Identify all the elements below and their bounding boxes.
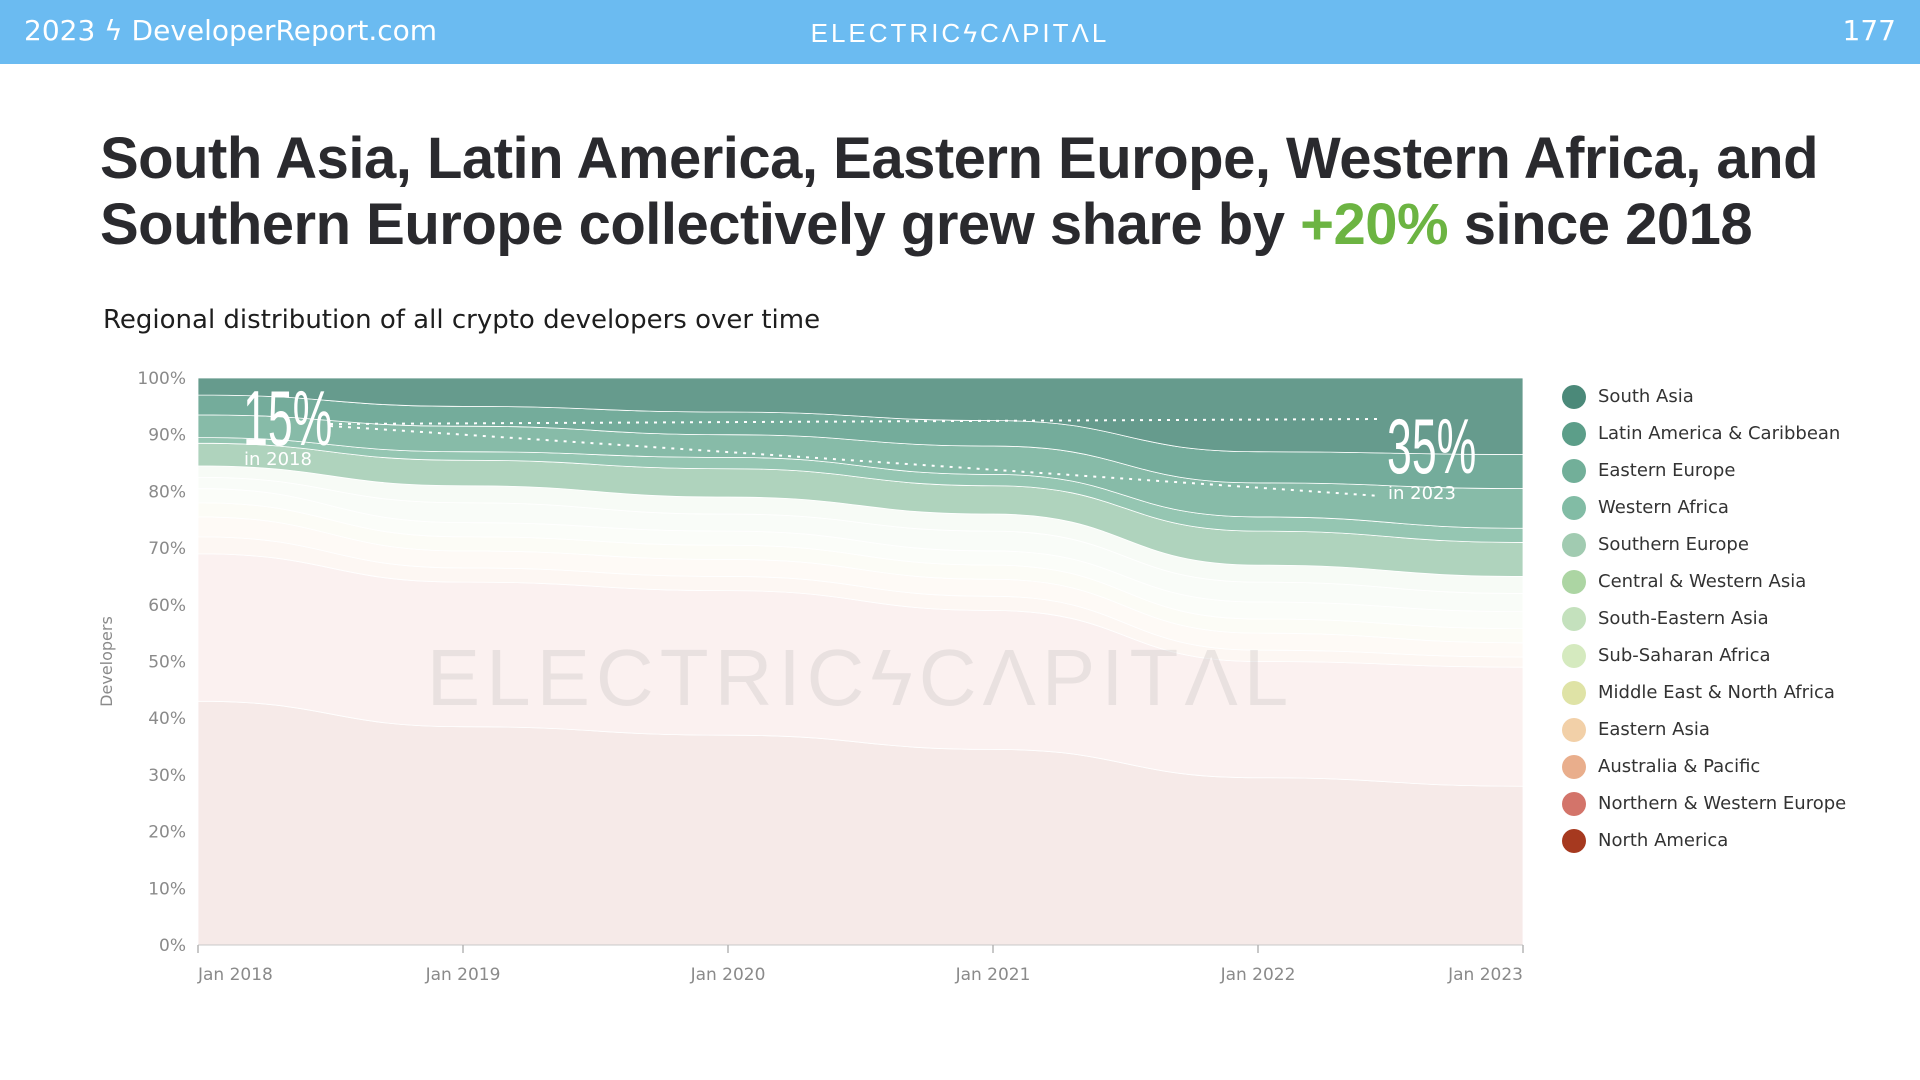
legend-item-eastern-asia: Eastern Asia: [1562, 711, 1846, 748]
legend-swatch: [1562, 643, 1586, 668]
watermark-logo: ELECTRICϟCΛPITΛL: [427, 633, 1295, 722]
annotation-2018-value: 15%: [243, 376, 332, 462]
headline-line-2-start: Southern Europe collectively grew share …: [100, 192, 1301, 257]
legend-item-northern-and-western-europe: Northern & Western Europe: [1562, 785, 1846, 822]
legend-item-western-africa: Western Africa: [1562, 489, 1846, 526]
y-axis-label: Developers: [97, 616, 116, 707]
area-south-asia: [197, 377, 1524, 455]
legend-label: Eastern Europe: [1598, 460, 1736, 481]
legend-label: Central & Western Asia: [1598, 571, 1807, 592]
report-site-label: 2023 ϟ DeveloperReport.com: [24, 14, 438, 47]
y-tick-label: 20%: [148, 823, 186, 843]
legend-label: Southern Europe: [1598, 534, 1749, 555]
y-tick-label: 80%: [148, 482, 186, 502]
legend-label: Western Africa: [1598, 497, 1729, 518]
y-tick-label: 30%: [148, 766, 186, 786]
top-banner: 2023 ϟ DeveloperReport.com ELECTRICϟCΛPI…: [0, 0, 1920, 64]
faded-region-overlay: [198, 465, 1523, 945]
x-tick-label: Jan 2021: [955, 965, 1031, 985]
y-tick-label: 0%: [159, 936, 186, 956]
brand-logo-text: ELECTRICϟCΛPITΛL: [810, 18, 1110, 48]
annotation-2023-value: 35%: [1387, 404, 1476, 490]
headline-line-2: Southern Europe collectively grew share …: [100, 192, 1820, 258]
legend-item-australia-and-pacific: Australia & Pacific: [1562, 748, 1846, 785]
legend-swatch: [1562, 532, 1586, 557]
legend-item-north-america: North America: [1562, 822, 1846, 859]
page-headline: South Asia, Latin America, Eastern Europ…: [100, 126, 1820, 258]
page-number: 177: [1842, 14, 1896, 47]
annotation-2018-label: in 2018: [244, 449, 312, 470]
legend-label: North America: [1598, 830, 1729, 851]
y-tick-label: 10%: [148, 879, 186, 899]
legend-swatch: [1562, 828, 1586, 853]
y-tick-label: 50%: [148, 653, 186, 673]
legend-label: Northern & Western Europe: [1598, 793, 1847, 814]
legend-item-central-and-western-asia: Central & Western Asia: [1562, 563, 1846, 600]
x-tick-label: Jan 2019: [425, 965, 501, 985]
legend-swatch: [1562, 717, 1586, 742]
legend-label: Sub-Saharan Africa: [1598, 645, 1771, 666]
legend-label: Australia & Pacific: [1598, 756, 1761, 777]
legend-item-middle-east-and-north-africa: Middle East & North Africa: [1562, 674, 1846, 711]
annotation-2023-label: in 2023: [1388, 483, 1456, 504]
headline-accent-value: +20%: [1300, 192, 1449, 257]
x-tick-label: Jan 2022: [1220, 965, 1296, 985]
x-tick-label: Jan 2018: [197, 965, 273, 985]
legend-item-sub-saharan-africa: Sub-Saharan Africa: [1562, 637, 1846, 674]
legend-label: South Asia: [1598, 386, 1694, 407]
legend-label: South-Eastern Asia: [1598, 608, 1769, 629]
y-tick-label: 70%: [148, 539, 186, 559]
legend-label: Latin America & Caribbean: [1598, 423, 1841, 444]
chart-subtitle: Regional distribution of all crypto deve…: [103, 305, 821, 335]
legend-swatch: [1562, 384, 1586, 409]
legend-swatch: [1562, 680, 1586, 705]
guide-line-top: [329, 418, 1381, 425]
x-tick-label: Jan 2020: [690, 965, 766, 985]
legend-item-south-eastern-asia: South-Eastern Asia: [1562, 600, 1846, 637]
guide-line-bottom: [329, 425, 1381, 497]
legend-swatch: [1562, 606, 1586, 631]
chart-legend: South Asia Latin America & Caribbean Easte…: [1562, 378, 1846, 859]
headline-line-2-end: since 2018: [1448, 192, 1753, 257]
y-tick-label: 60%: [148, 596, 186, 616]
y-tick-label: 90%: [148, 426, 186, 446]
legend-swatch: [1562, 791, 1586, 816]
y-tick-label: 100%: [137, 369, 186, 389]
legend-swatch: [1562, 754, 1586, 779]
legend-swatch: [1562, 495, 1586, 520]
legend-label: Middle East & North Africa: [1598, 682, 1835, 703]
legend-item-southern-europe: Southern Europe: [1562, 526, 1846, 563]
legend-swatch: [1562, 458, 1586, 483]
legend-item-south-asia: South Asia: [1562, 378, 1846, 415]
y-tick-label: 40%: [148, 709, 186, 729]
legend-label: Eastern Asia: [1598, 719, 1710, 740]
x-tick-label: Jan 2023: [1447, 965, 1523, 985]
legend-swatch: [1562, 421, 1586, 446]
legend-item-latin-america-and-caribbean: Latin America & Caribbean: [1562, 415, 1846, 452]
legend-swatch: [1562, 569, 1586, 594]
legend-item-eastern-europe: Eastern Europe: [1562, 452, 1846, 489]
headline-line-1: South Asia, Latin America, Eastern Europ…: [100, 126, 1819, 191]
